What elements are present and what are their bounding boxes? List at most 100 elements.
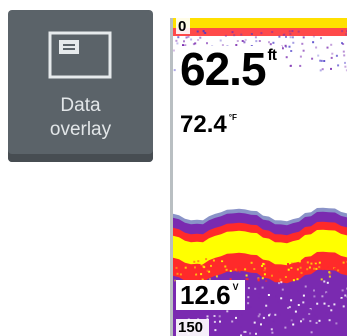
echo-speckle (279, 278, 282, 281)
echo-speckle (275, 295, 278, 298)
echo-speckle (337, 269, 340, 272)
echo-speckle (173, 309, 176, 312)
noise-dot (233, 34, 236, 37)
water-temp-value: 72.4 (180, 111, 227, 138)
noise-dot (292, 41, 295, 44)
echo-speckle (225, 331, 228, 334)
echo-speckle (329, 312, 332, 315)
echo-speckle (214, 329, 217, 332)
noise-dot (285, 45, 288, 48)
echo-speckle (344, 309, 347, 312)
echo-speckle (235, 269, 238, 272)
echo-speckle (285, 296, 288, 299)
echo-speckle (323, 302, 326, 305)
echo-speckle (309, 308, 312, 311)
echo-speckle (238, 266, 241, 269)
echo-speckle (300, 317, 303, 320)
echo-speckle (299, 263, 302, 265)
noise-dot (312, 35, 315, 38)
echo-speckle (213, 315, 216, 317)
noise-dot (206, 42, 208, 45)
noise-dot (281, 47, 284, 50)
echo-speckle (213, 320, 216, 323)
sonar-view[interactable]: 0 62.5 ft 72.4 °F 12.6 V 150 (170, 18, 347, 336)
echo-speckle (215, 275, 218, 278)
echo-speckle (318, 261, 321, 264)
echo-speckle (297, 323, 300, 326)
echo-speckle (329, 272, 332, 275)
noise-dot (341, 30, 344, 33)
noise-dot (236, 40, 239, 42)
echo-speckle (214, 325, 217, 328)
echo-speckle (241, 314, 244, 317)
echo-speckle (283, 322, 286, 325)
noise-dot (187, 35, 190, 38)
noise-dot (244, 38, 247, 41)
noise-dot (199, 36, 202, 39)
echo-speckle (292, 323, 295, 326)
echo-speckle (174, 281, 177, 284)
echo-speckle (194, 266, 196, 269)
echo-speckle (263, 273, 266, 276)
echo-speckle (326, 281, 329, 284)
echo-speckle (306, 261, 309, 264)
echo-speckle (229, 270, 232, 272)
echo-speckle (261, 286, 264, 289)
echo-speckle (261, 277, 264, 280)
echo-speckle (216, 269, 219, 271)
noise-dot (173, 69, 176, 72)
echo-speckle (216, 260, 219, 263)
echo-speckle (231, 320, 234, 323)
noise-dot (331, 52, 334, 55)
echo-speckle (193, 272, 196, 275)
echo-speckle (290, 299, 293, 302)
noise-dot (194, 42, 197, 45)
echo-speckle (245, 274, 248, 277)
echo-speckle (333, 319, 336, 322)
noise-dot (285, 56, 288, 59)
echo-speckle (267, 294, 270, 296)
noise-dot (342, 50, 345, 53)
echo-speckle (296, 278, 299, 281)
echo-speckle (286, 298, 289, 301)
echo-speckle (296, 312, 299, 315)
echo-speckle (259, 270, 262, 273)
echo-speckle (282, 287, 285, 289)
noise-dot (197, 39, 200, 41)
echo-speckle (269, 313, 271, 316)
echo-speckle (226, 310, 229, 313)
data-overlay-icon (48, 31, 112, 79)
water-temp-unit: °F (228, 113, 237, 123)
echo-speckle (287, 268, 290, 271)
noise-dot (173, 49, 175, 52)
echo-speckle (300, 271, 303, 274)
noise-dot (344, 61, 346, 64)
noise-dot (185, 36, 188, 39)
echo-speckle (279, 324, 282, 326)
echo-speckle (319, 333, 321, 336)
noise-dot (302, 49, 305, 52)
echo-speckle (318, 319, 321, 322)
echo-speckle (340, 297, 343, 299)
echo-speckle (336, 331, 339, 333)
echo-speckle (195, 273, 198, 276)
echo-speckle (325, 292, 328, 295)
echo-speckle (281, 288, 284, 291)
noise-dot (204, 32, 207, 34)
echo-speckle (261, 264, 264, 267)
echo-speckle (340, 280, 343, 283)
echo-speckle (323, 332, 326, 335)
range-top-value: 0 (178, 18, 187, 35)
noise-dot (320, 37, 322, 40)
echo-speckle (218, 260, 220, 263)
echo-speckle (287, 307, 290, 309)
echo-speckle (341, 289, 344, 292)
voltage-readout: 12.6 V (176, 280, 245, 310)
echo-speckle (290, 320, 293, 323)
echo-speckle (236, 267, 239, 270)
echo-speckle (250, 322, 253, 325)
echo-speckle (267, 311, 270, 314)
data-overlay-button[interactable]: Data overlay (8, 10, 153, 162)
noise-dot (271, 31, 274, 33)
echo-speckle (345, 260, 347, 263)
